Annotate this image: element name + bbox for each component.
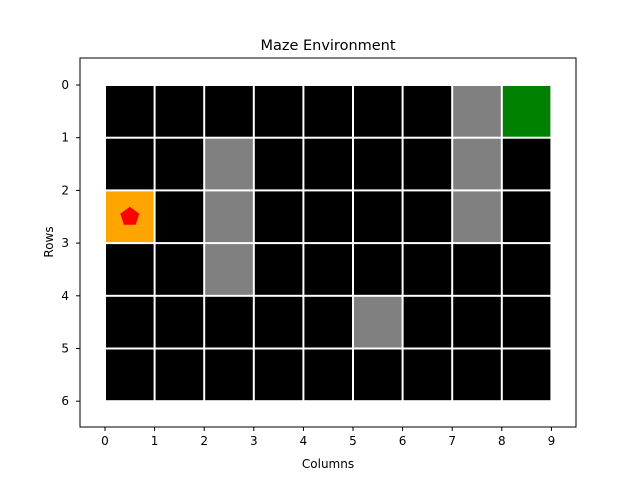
maze-cell-empty (155, 86, 204, 137)
maze-cell-empty (254, 86, 303, 137)
y-tick-label: 6 (61, 394, 69, 408)
maze-cell-empty (205, 296, 253, 348)
maze-cell-empty (205, 86, 253, 137)
x-tick-label: 4 (300, 434, 308, 448)
maze-cell-empty (502, 349, 551, 401)
y-axis-label: Rows (42, 226, 56, 257)
maze-grid (106, 86, 551, 401)
maze-cell-empty (106, 138, 154, 190)
maze-cell-empty (304, 191, 352, 243)
y-axis-ticks: 0 1 2 3 4 5 6 (61, 78, 80, 408)
maze-cell-empty (155, 138, 204, 190)
maze-cell-empty (502, 296, 551, 348)
chart-title: Maze Environment (260, 38, 395, 54)
maze-cell-empty (304, 296, 352, 348)
maze-cell-empty (254, 244, 303, 295)
maze-cell-empty (403, 138, 452, 190)
maze-cell-empty (502, 244, 551, 295)
maze-cell-empty (254, 191, 303, 243)
maze-cell-empty (453, 349, 501, 401)
x-tick-label: 7 (448, 434, 456, 448)
y-tick-label: 2 (61, 183, 69, 197)
maze-cell-empty (155, 349, 204, 401)
x-tick-label: 1 (151, 434, 159, 448)
maze-cell-empty (453, 296, 501, 348)
agent-marker-icon (120, 206, 140, 225)
maze-cell-empty (106, 244, 154, 295)
x-tick-label: 0 (101, 434, 109, 448)
maze-cell-empty (155, 191, 204, 243)
maze-cell-empty (354, 86, 402, 137)
x-tick-label: 5 (349, 434, 357, 448)
maze-cell-wall (205, 191, 253, 243)
x-axis-label: Columns (302, 457, 354, 471)
axes-frame (79, 57, 577, 428)
y-tick-label: 0 (61, 78, 69, 92)
maze-cell-empty (403, 296, 452, 348)
x-tick-label: 9 (548, 434, 556, 448)
maze-cell-empty (354, 138, 402, 190)
maze-cell-empty (106, 296, 154, 348)
maze-cell-wall (354, 296, 402, 348)
x-tick-label: 3 (250, 434, 258, 448)
maze-cell-empty (304, 138, 352, 190)
maze-cell-empty (502, 138, 551, 190)
maze-cell-empty (403, 349, 452, 401)
maze-cell-wall (205, 138, 253, 190)
maze-cell-empty (403, 86, 452, 137)
x-tick-label: 8 (498, 434, 506, 448)
maze-cell-empty (403, 244, 452, 295)
maze-cell-empty (304, 86, 352, 137)
y-tick-label: 4 (61, 289, 69, 303)
y-tick-label: 5 (61, 342, 69, 356)
maze-cell-empty (354, 349, 402, 401)
maze-cell-empty (453, 244, 501, 295)
maze-cell-empty (403, 191, 452, 243)
maze-cell-empty (254, 138, 303, 190)
x-axis-ticks: 0 1 2 3 4 5 6 7 8 9 (101, 427, 555, 448)
maze-cell-empty (254, 349, 303, 401)
maze-cell-empty (304, 349, 352, 401)
agent-layer (120, 206, 140, 225)
maze-cell-goal (502, 86, 551, 137)
x-tick-label: 2 (200, 434, 208, 448)
maze-cell-empty (106, 86, 154, 137)
maze-cell-empty (155, 244, 204, 295)
maze-cell-empty (254, 296, 303, 348)
x-tick-label: 6 (399, 434, 407, 448)
maze-cell-empty (502, 191, 551, 243)
maze-cell-wall (205, 244, 253, 295)
maze-cell-empty (205, 349, 253, 401)
maze-cell-wall (453, 138, 501, 190)
maze-cell-wall (453, 86, 501, 137)
maze-cell-empty (155, 296, 204, 348)
maze-cell-empty (106, 349, 154, 401)
y-tick-label: 1 (61, 131, 69, 145)
maze-cell-empty (354, 244, 402, 295)
maze-cell-wall (453, 191, 501, 243)
y-tick-label: 3 (61, 236, 69, 250)
maze-cell-empty (304, 244, 352, 295)
maze-cell-empty (354, 191, 402, 243)
